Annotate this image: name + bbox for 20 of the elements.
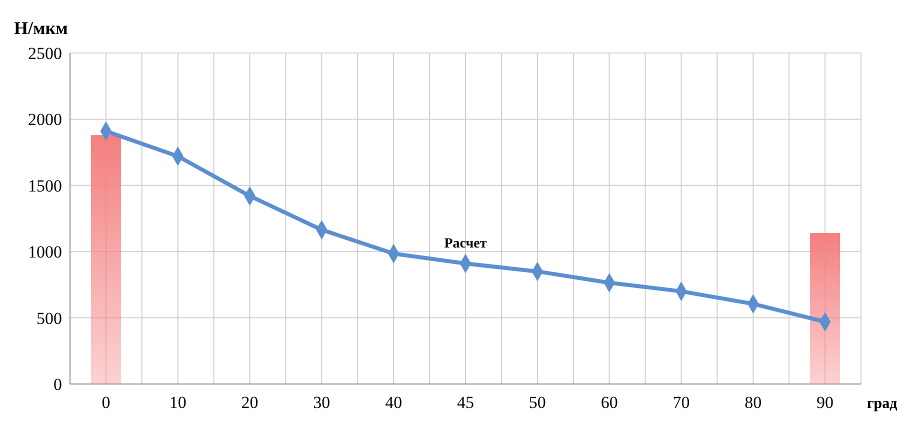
y-tick-label: 2500 <box>28 44 62 63</box>
x-tick-label: 40 <box>385 393 402 412</box>
x-tick-label: 80 <box>744 393 762 412</box>
x-tick-label: 10 <box>169 393 186 412</box>
x-tick-label: 70 <box>672 393 690 412</box>
series-label: Расчет <box>444 236 487 252</box>
x-tick-label: 45 <box>457 393 474 412</box>
y-axis-title: Н/мкм <box>14 18 68 38</box>
y-tick-label: 0 <box>54 374 62 394</box>
x-tick-label: 20 <box>241 393 258 412</box>
y-tick-label: 500 <box>36 308 62 328</box>
x-tick-label: 60 <box>600 393 618 412</box>
y-tick-label: 1000 <box>28 242 62 262</box>
x-axis-title: град <box>867 396 898 412</box>
y-tick-label: 2000 <box>28 110 62 130</box>
x-tick-label: 30 <box>313 393 330 412</box>
y-tick-label: 1500 <box>28 176 62 196</box>
x-tick-label: 50 <box>528 393 546 412</box>
x-tick-label: 90 <box>816 393 834 412</box>
x-tick-label: 0 <box>102 393 110 412</box>
